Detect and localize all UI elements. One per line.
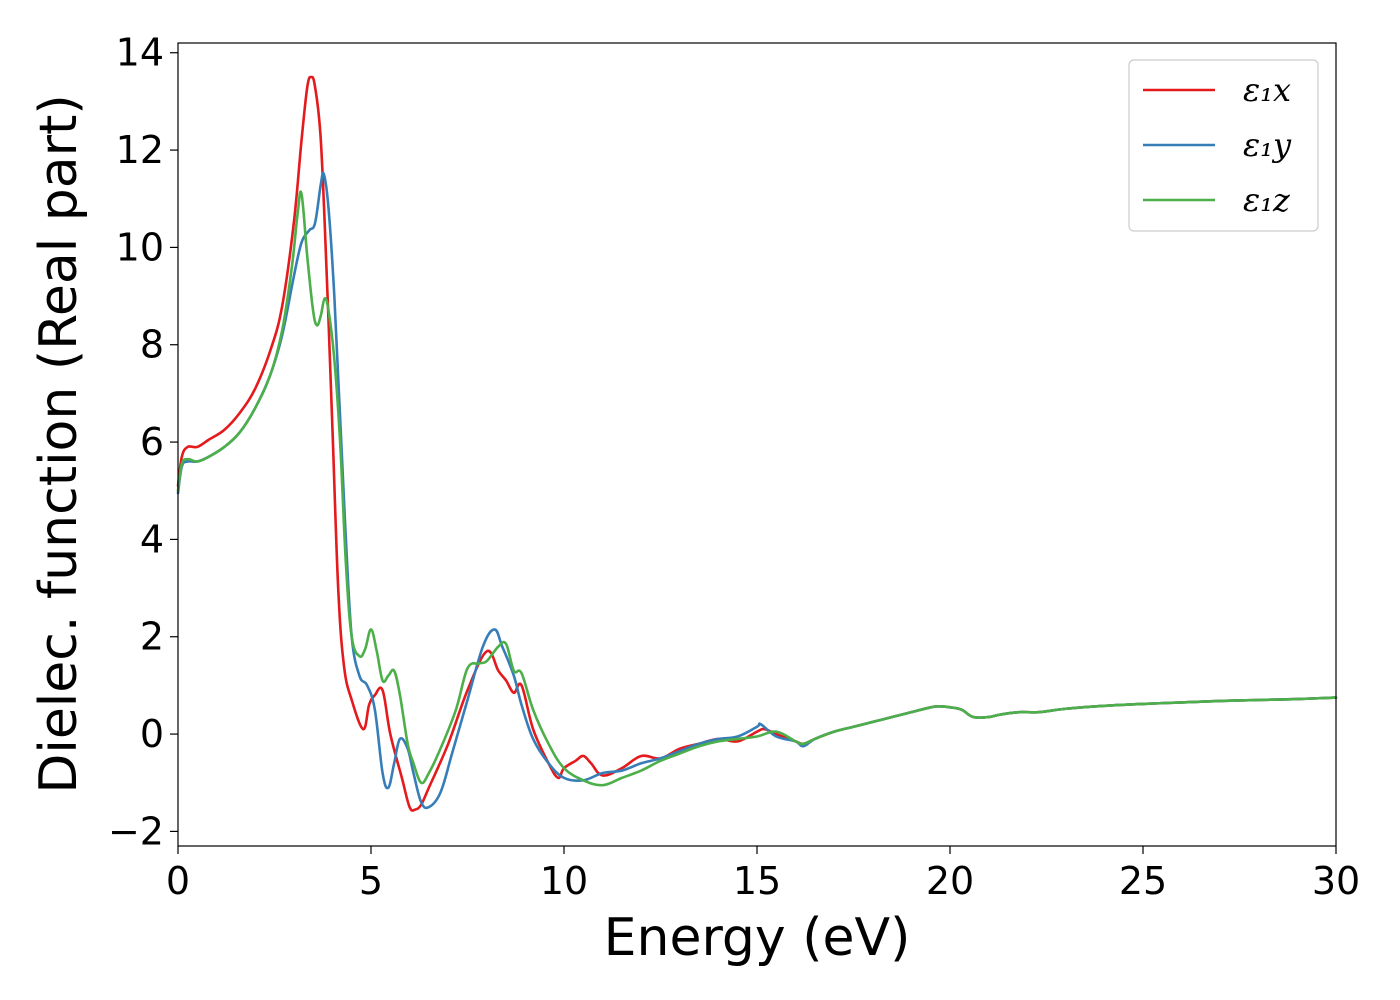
y-tick-label: 0: [140, 712, 164, 756]
y-tick-label: −2: [108, 809, 164, 853]
y-tick-label: 6: [140, 420, 164, 464]
x-tick-label: 20: [926, 859, 974, 903]
x-tick-label: 0: [166, 859, 190, 903]
series-layer: [176, 75, 1338, 812]
y-tick-label: 12: [116, 128, 164, 172]
y-axis-label: Dielec. function (Real part): [29, 94, 89, 793]
series-line-3: [176, 190, 1338, 787]
legend-entries: ε₁x ε₁y ε₁z: [1143, 71, 1292, 219]
x-tick-label: 5: [359, 859, 383, 903]
x-tick-label: 15: [733, 859, 781, 903]
x-tick-label: 25: [1119, 859, 1167, 903]
y-axis-ticks: −2 0 2 4 6 8 10 12 14: [108, 31, 178, 853]
series-line-2: [176, 171, 1338, 810]
x-tick-label: 30: [1312, 859, 1360, 903]
legend: ε₁x ε₁y ε₁z: [1128, 59, 1319, 232]
y-tick-label: 10: [116, 225, 164, 269]
y-tick-label: 14: [116, 31, 164, 75]
y-tick-label: 2: [140, 615, 164, 659]
legend-box: [1128, 59, 1319, 232]
legend-label-1: ε₁x: [1243, 71, 1291, 109]
x-axis-ticks: 0 5 10 15 20 25 30: [166, 846, 1360, 903]
y-tick-label: 8: [140, 323, 164, 367]
y-tick-label: 4: [140, 517, 164, 561]
x-axis-label: Energy (eV): [604, 908, 911, 968]
legend-label-3: ε₁z: [1243, 181, 1291, 219]
x-tick-label: 10: [540, 859, 588, 903]
legend-label-2: ε₁y: [1243, 126, 1292, 164]
